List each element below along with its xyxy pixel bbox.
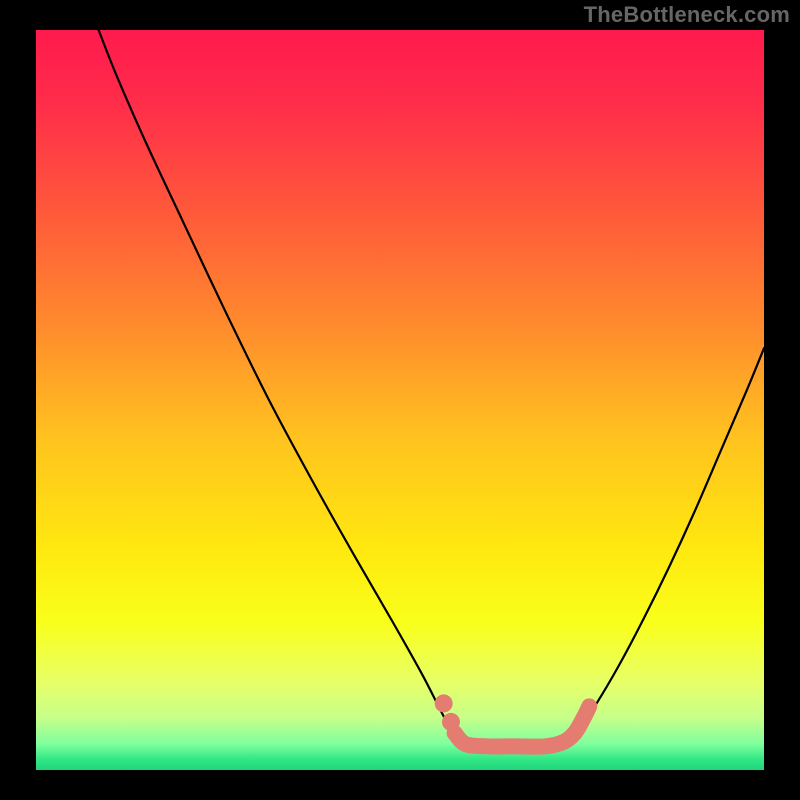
sweet-spot-dot (435, 694, 453, 712)
sweet-spot-dot (442, 713, 460, 731)
chart-frame: TheBottleneck.com (0, 0, 800, 800)
plot-svg (36, 30, 764, 770)
watermark-text: TheBottleneck.com (584, 2, 790, 28)
plot-area (36, 30, 764, 770)
